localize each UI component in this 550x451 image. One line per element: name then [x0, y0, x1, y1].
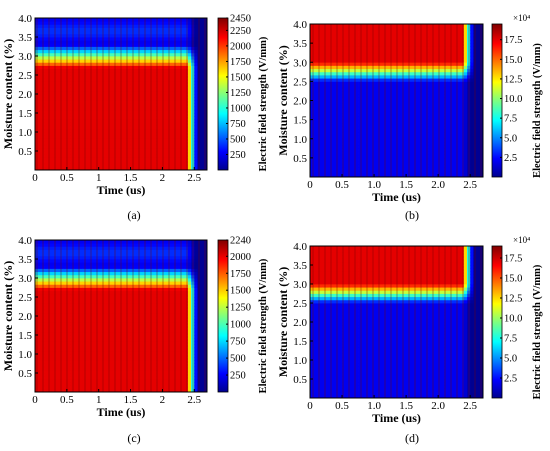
- x-tick-label: 1: [96, 172, 102, 184]
- colorbar-tick-label: 2000: [230, 41, 251, 52]
- colorbar-tick-label: 500: [230, 134, 246, 145]
- colorbar-tick-label: 1250: [230, 88, 251, 99]
- x-tick-label: 2.5: [187, 172, 201, 184]
- y-tick-label: 1.5: [18, 108, 32, 120]
- panel-b: 0 0.5 1.0 1.5 2.0 2.50.51.01.52.02.53.03.54.0…: [276, 13, 543, 222]
- x-tick-label: 0: [32, 172, 38, 184]
- y-tick-label: 1.0: [18, 127, 32, 139]
- x-tick-label: 1.5: [124, 172, 138, 184]
- colorbar-tick-label: 2450: [230, 14, 251, 25]
- x-tick-label: 2: [160, 172, 166, 184]
- y-axis-label: Moisture content (%): [1, 39, 15, 149]
- y-tick-label: 0.5: [18, 146, 32, 158]
- colorbar-label: Electric field strength (V/mm): [258, 36, 269, 171]
- colorbar-tick-label: 2250: [230, 26, 251, 37]
- panel-a: 0 0.5 1 1.5 2 2.5 0.5 1.0 1.5 2.0 2.5 3.0 3.5 4.0 Time…: [1, 13, 269, 222]
- y-tick-label: 3.0: [18, 51, 32, 63]
- y-tick-label: 3.5: [18, 32, 32, 44]
- colorbar-tick-label: 1500: [230, 72, 251, 83]
- y-tick-label: 4.0: [18, 13, 32, 25]
- x-tick-label: 0.5: [60, 172, 74, 184]
- colorbar: [217, 17, 229, 171]
- y-tick-label: 2.5: [18, 70, 32, 82]
- pulse-texture: [35, 18, 207, 170]
- colorbar-tick-label: 250: [230, 150, 246, 161]
- y-tick-label: 2.0: [18, 89, 32, 101]
- colorbar-tick-label: 750: [230, 119, 246, 130]
- colorbar-tick-label: 1000: [230, 103, 251, 114]
- colorbar-tick-label: 1750: [230, 57, 251, 68]
- panel-caption: (a): [127, 208, 140, 222]
- x-axis-label: Time (us): [97, 183, 146, 197]
